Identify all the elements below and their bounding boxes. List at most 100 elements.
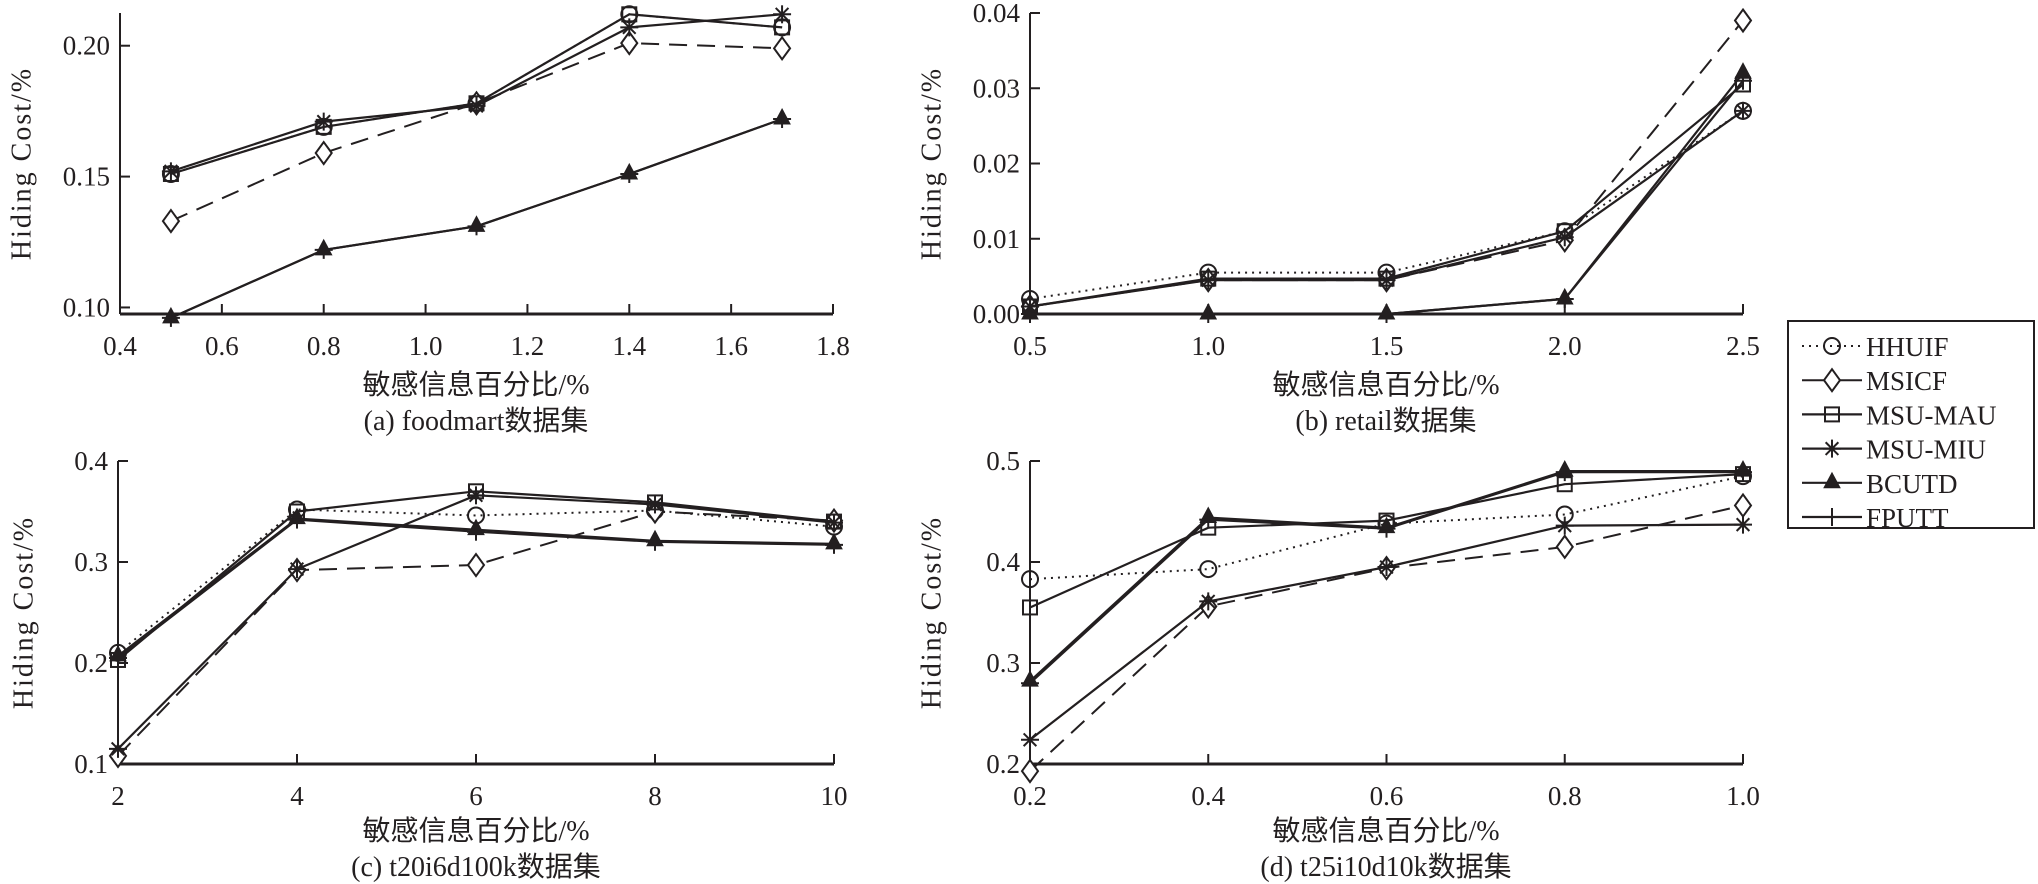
legend-marker-msu-mau bbox=[1824, 406, 1840, 423]
y-tick-label: 0.20 bbox=[63, 31, 110, 61]
data-point-fputt bbox=[825, 535, 843, 554]
x-tick-label: 10 bbox=[821, 781, 848, 811]
data-point-hhuif bbox=[1021, 570, 1039, 589]
data-point-msicf bbox=[1020, 758, 1040, 784]
series-fputt bbox=[1021, 463, 1752, 693]
data-point-msu-miu bbox=[1734, 515, 1752, 534]
series-line-msicf bbox=[170, 42, 783, 223]
x-axis-label: 敏感信息百分比/% bbox=[1272, 815, 1499, 847]
data-point-msu-miu bbox=[1377, 271, 1396, 290]
data-point-fputt bbox=[646, 532, 664, 551]
x-tick-label: 0.5 bbox=[1013, 331, 1047, 361]
y-tick-label: 0.4 bbox=[986, 547, 1020, 577]
data-point-fputt bbox=[620, 164, 639, 183]
y-axis-label: Hiding Cost/% bbox=[6, 67, 37, 260]
series-msu-miu bbox=[1021, 101, 1752, 316]
data-point-msicf bbox=[620, 30, 639, 56]
data-point-msicf bbox=[772, 35, 792, 62]
panel-caption: (b) retail数据集 bbox=[1295, 405, 1476, 437]
data-point-msu-miu bbox=[467, 486, 485, 505]
x-tick-label: 0.6 bbox=[205, 331, 239, 361]
data-point-msu-miu bbox=[161, 162, 180, 181]
y-tick-label: 0.00 bbox=[973, 299, 1020, 329]
data-point-msu-miu bbox=[1199, 592, 1218, 611]
y-tick-label: 0.5 bbox=[986, 446, 1020, 476]
chart-panel-a: 0.4 0.6 0.8 1.0 1.2 1.4 1.6 1.8 0.10 0.15 0.20 Hidi… bbox=[6, 5, 850, 437]
x-tick-label: 1.5 bbox=[1370, 331, 1404, 361]
data-point-fputt bbox=[1021, 305, 1039, 323]
x-tick-label: 0.8 bbox=[307, 331, 341, 361]
x-tick-label: 1.4 bbox=[612, 331, 646, 361]
data-point-msu-miu bbox=[109, 739, 127, 758]
y-tick-label: 0.2 bbox=[986, 749, 1020, 779]
series-bcutd bbox=[162, 107, 791, 324]
data-point-fputt bbox=[1199, 305, 1218, 323]
data-point-msicf bbox=[1733, 7, 1753, 34]
legend-item-msicf: MSICF bbox=[1802, 366, 1947, 396]
data-point-fputt bbox=[1377, 519, 1396, 538]
y-axis-label: Hiding Cost/% bbox=[916, 67, 947, 260]
x-tick-label: 1.8 bbox=[816, 331, 850, 361]
data-point-fputt bbox=[288, 510, 306, 529]
panel-caption: (d) t25i10d10k数据集 bbox=[1260, 851, 1511, 883]
legend-label: BCUTD bbox=[1866, 469, 1958, 499]
x-tick-label: 1.0 bbox=[1191, 331, 1225, 361]
series-msu-miu bbox=[109, 486, 843, 758]
series-line-msu-mau bbox=[1029, 473, 1744, 609]
data-point-fputt bbox=[1199, 510, 1218, 529]
y-tick-label: 0.4 bbox=[74, 446, 108, 476]
legend-item-fputt: FPUTT bbox=[1802, 503, 1949, 533]
y-tick-label: 0.3 bbox=[986, 648, 1020, 678]
series-line-msicf bbox=[117, 510, 835, 757]
series-fputt bbox=[161, 110, 792, 327]
legend-marker-msicf bbox=[1822, 367, 1842, 393]
x-tick-label: 0.4 bbox=[1191, 781, 1225, 811]
data-point-fputt bbox=[1021, 674, 1039, 693]
data-point-msu-miu bbox=[1734, 101, 1752, 120]
chart-panel-b: 0.5 1.0 1.5 2.0 2.5 0.00 0.01 0.02 0.03 0.04 Hidin… bbox=[916, 0, 1759, 437]
y-tick-label: 0.03 bbox=[973, 73, 1020, 103]
data-point-msu-miu bbox=[1021, 730, 1039, 749]
y-tick-label: 0.3 bbox=[74, 547, 108, 577]
data-point-msicf bbox=[1555, 534, 1574, 560]
x-axis-label: 敏感信息百分比/% bbox=[362, 815, 589, 847]
data-point-hhuif bbox=[1199, 560, 1218, 579]
data-point-fputt bbox=[467, 217, 486, 236]
legend-label: MSU-MAU bbox=[1866, 400, 1997, 430]
data-point-fputt bbox=[1734, 463, 1752, 482]
series-msu-miu bbox=[1021, 515, 1752, 749]
x-tick-label: 6 bbox=[469, 781, 483, 811]
panel-caption: (a) foodmart数据集 bbox=[364, 405, 589, 437]
data-point-msicf bbox=[466, 552, 486, 578]
x-tick-label: 4 bbox=[290, 781, 304, 811]
series-fputt bbox=[1021, 71, 1752, 323]
series-msicf bbox=[161, 30, 792, 234]
legend-label: HHUIF bbox=[1866, 332, 1949, 362]
x-tick-label: 1.0 bbox=[1726, 781, 1760, 811]
data-point-msu-mau bbox=[1022, 599, 1038, 616]
series-msu-mau bbox=[1022, 466, 1751, 616]
chart-panel-c: 2 4 6 8 10 0.1 0.2 0.3 0.4 Hiding Cost/% 敏感信息百分比/%… bbox=[8, 446, 847, 883]
panel-caption: (c) t20i6d100k数据集 bbox=[351, 851, 601, 883]
data-point-msicf bbox=[314, 140, 333, 166]
y-axis-label: Hiding Cost/% bbox=[8, 516, 39, 709]
chart-panel-d: 0.2 0.4 0.6 0.8 1.0 0.2 0.3 0.4 0.5 Hiding Cost/%… bbox=[916, 446, 1759, 883]
y-tick-label: 0.10 bbox=[63, 292, 110, 322]
legend: HHUIF MSICF MSU-MAU MSU-MIU BCUTD FPUTT bbox=[1787, 320, 2035, 533]
data-point-msicf bbox=[1733, 492, 1753, 519]
data-point-msu-miu bbox=[773, 5, 792, 24]
data-point-msu-miu bbox=[825, 513, 843, 532]
series-line-msicf bbox=[1029, 19, 1744, 308]
data-point-fputt bbox=[1555, 289, 1574, 308]
y-tick-label: 0.1 bbox=[74, 749, 108, 779]
data-point-msu-miu bbox=[1377, 558, 1396, 577]
legend-marker-msu-miu bbox=[1823, 439, 1841, 458]
y-axis-label: Hiding Cost/% bbox=[916, 516, 947, 709]
y-tick-label: 0.02 bbox=[973, 149, 1020, 179]
x-tick-label: 0.4 bbox=[103, 331, 137, 361]
x-tick-label: 2 bbox=[111, 781, 125, 811]
x-tick-label: 0.8 bbox=[1548, 781, 1582, 811]
data-point-fputt bbox=[1555, 463, 1574, 482]
x-axis-label: 敏感信息百分比/% bbox=[1272, 369, 1499, 401]
